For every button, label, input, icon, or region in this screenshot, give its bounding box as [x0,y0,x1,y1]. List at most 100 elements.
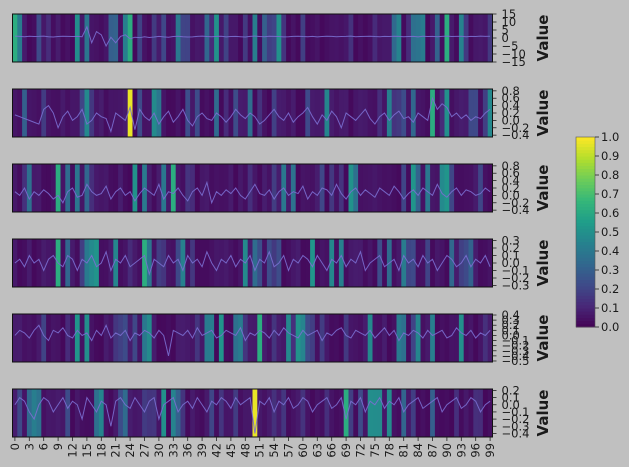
heat-cell [137,239,143,287]
heat-cell [334,89,340,137]
heat-cell [415,164,421,212]
colorbar-tick-label: 1.0 [601,130,619,144]
heat-cell [468,14,474,62]
heat-cell [166,14,172,62]
heat-cell [425,14,431,62]
heat-cell [146,314,153,362]
heat-cell [473,239,479,287]
heat-cell [482,239,489,287]
heat-cell [281,14,287,62]
colorbar-segment [576,247,595,252]
heat-cell [180,239,186,287]
heat-cell [242,314,249,362]
heat-cell [190,89,196,137]
heat-cell [166,164,172,212]
heat-cell [60,239,66,287]
heat-cell [487,89,493,137]
heat-cell [146,164,153,212]
x-tick-label: 78 [382,443,396,458]
heat-cell [156,14,162,62]
heat-cell [338,239,345,287]
colorbar-segment [576,263,595,268]
heat-cell [430,389,436,437]
heat-cell [406,89,412,137]
heat-cell [382,164,388,212]
heat-cell [396,89,402,137]
heat-cell [276,389,282,437]
heat-cell [454,314,460,362]
heat-cell [348,14,354,62]
heat-cell [26,14,33,62]
x-tick-label: 39 [195,443,209,458]
heat-cell [305,89,311,137]
x-tick-label: 30 [152,443,166,458]
heat-cell [463,164,469,212]
x-tick-label: 6 [37,443,51,450]
heat-cell [286,314,292,362]
heat-cell [170,14,177,62]
heat-cell [382,239,388,287]
heat-cell [406,164,412,212]
heat-cell [276,89,282,137]
heat-cell [487,389,493,437]
heat-cell [343,164,349,212]
heat-cell [247,164,253,212]
heat-cell [314,164,321,212]
colorbar-segment [576,314,595,318]
heat-cell [415,314,421,362]
heat-cell [142,389,148,437]
heat-cell [266,14,273,62]
heat-cell [334,314,340,362]
heat-cell [425,314,431,362]
heat-cell [458,89,465,137]
heat-cell [180,14,186,62]
x-tick-label: 33 [166,443,180,458]
heat-cell [199,389,205,437]
heat-cell [84,89,90,137]
heat-cell [60,164,66,212]
heat-cell [218,239,225,287]
y-tick-label: 0.4 [502,308,520,322]
heat-cell [79,14,85,62]
x-tick-label: 63 [310,443,324,458]
heat-cell [324,389,330,437]
heat-cell [247,239,253,287]
heat-cell [334,164,340,212]
heat-cell [266,164,273,212]
heat-cell [214,164,220,212]
heat-cell [65,239,71,287]
heat-cell [113,389,119,437]
heat-cell [65,164,71,212]
colorbar-segment [576,162,595,166]
heat-cell [271,239,277,287]
heat-cell [362,389,369,437]
heat-cell [314,314,321,362]
heat-cell [156,389,162,437]
heat-cell [329,89,335,137]
y-tick-label: −0.2 [502,121,530,135]
colorbar-segment [576,257,595,261]
y-tick-label: −0.4 [502,426,530,440]
x-tick-label: 12 [66,443,80,458]
heat-cell [252,164,258,212]
heat-cell [122,89,129,137]
y-tick-label: −5 [502,39,519,53]
heat-cell [161,389,167,437]
heat-cell [55,14,61,62]
heat-cell [185,89,191,137]
heat-cell [271,389,277,437]
heat-cell [410,14,417,62]
heat-cell [358,239,364,287]
heat-cell [372,389,378,437]
heat-cell [70,89,76,137]
heat-cell [463,239,469,287]
colorbar-segment [576,181,595,185]
heat-cell [434,164,441,212]
heat-cell [31,164,37,212]
heat-cell [262,14,268,62]
heat-cell [36,89,42,137]
heat-cell [204,14,210,62]
colorbar-segment [576,149,595,154]
panel-5: 0.40.30.20.10.0−0.1−0.2−0.3−0.4−0.5 Value [12,308,552,368]
y-axis-label: Value [534,15,552,62]
